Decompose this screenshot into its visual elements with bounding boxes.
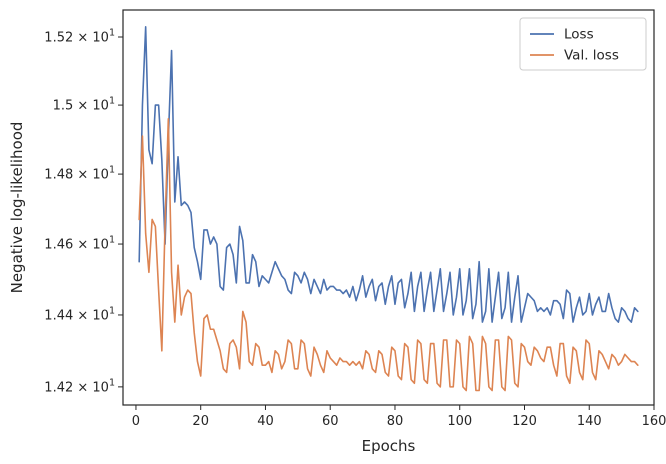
x-tick-label: 80 (387, 414, 404, 429)
series-line-val-loss (138, 118, 639, 392)
y-tick-label: 1.46 × 101 (44, 235, 115, 253)
chart-axes: 0 20 40 60 80 100 120 140 160 1.42 × 101 1.44 × 10… (44, 9, 666, 429)
chart-marks (138, 26, 639, 392)
x-tick-label: 40 (257, 414, 274, 429)
y-tick-label: 1.42 × 101 (44, 377, 115, 395)
x-tick-label: 120 (512, 414, 537, 429)
y-tick-label: 1.5 × 101 (53, 96, 115, 114)
x-tick-label: 100 (447, 414, 472, 429)
x-tick-label: 140 (577, 414, 602, 429)
x-axis-title: Epochs (362, 437, 416, 455)
y-tick-label: 1.48 × 101 (44, 165, 115, 183)
y-tick-label: 1.44 × 101 (44, 305, 115, 323)
x-tick-label: 20 (192, 414, 209, 429)
plot-frame (122, 9, 655, 406)
x-tick-label: 160 (642, 414, 666, 429)
legend-label: Loss (564, 27, 594, 43)
x-tick-label: 60 (322, 414, 339, 429)
y-axis-title: Negative log-likelihood (8, 122, 26, 294)
legend: Loss Val. loss (519, 17, 647, 71)
legend-label: Val. loss (564, 48, 619, 64)
legend-box (519, 17, 647, 71)
y-tick-label: 1.52 × 101 (44, 27, 115, 45)
series-line-loss (138, 26, 639, 323)
x-tick-label: 0 (132, 414, 140, 429)
